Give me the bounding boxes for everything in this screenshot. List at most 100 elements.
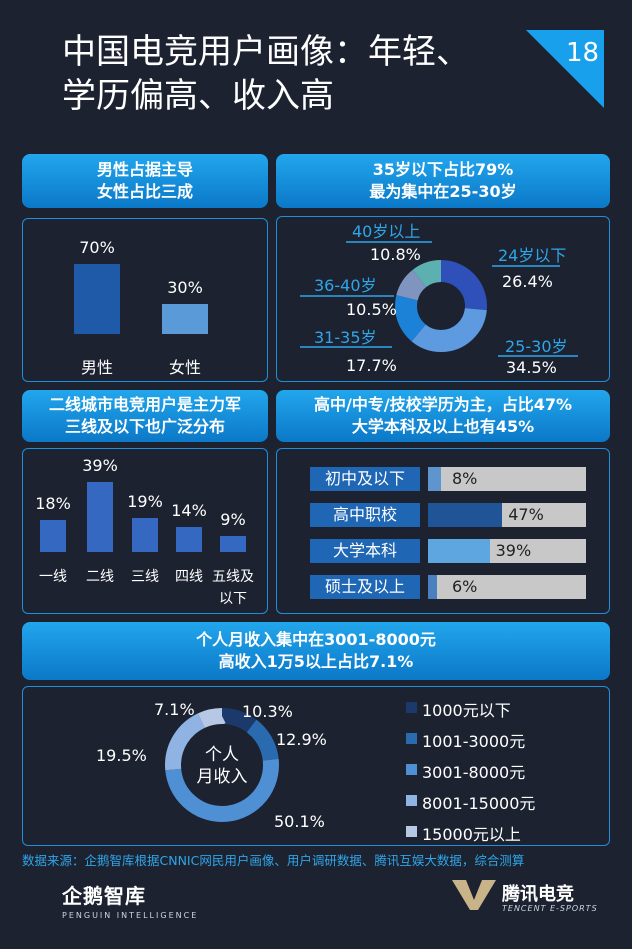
age-value-label-3: 10.5%: [346, 300, 397, 319]
tencent-esports-mark-icon: [452, 880, 496, 910]
education-bar-track-1: 47%: [428, 503, 586, 527]
city-bar-2: [132, 517, 158, 552]
income-value-label-3: 19.5%: [96, 746, 147, 765]
city-category-label-2-0: 三线: [131, 569, 159, 585]
education-banner: 高中/中专/技校学历为主，占比47% 大学本科及以上也有45%: [276, 390, 610, 442]
city-category-label-0-0: 一线: [39, 569, 67, 585]
income-slice-2: [165, 708, 279, 822]
gender-category-label-1: 女性: [168, 358, 201, 377]
age-value-label-0: 26.4%: [502, 272, 553, 291]
income-value-label-4: 7.1%: [154, 700, 195, 719]
logo-left-cn: 企鹅智库: [62, 884, 146, 908]
city-category-label-3-0: 四线: [175, 569, 203, 585]
city-bar-4: [220, 535, 246, 552]
gender-value-label-0: 70%: [79, 238, 115, 257]
education-category-label-0: 初中及以下: [310, 467, 420, 491]
city-banner: 二线城市电竞用户是主力军 三线及以下也广泛分布: [22, 390, 268, 442]
education-bar-0: [428, 467, 441, 491]
education-value-label-3: 6%: [452, 577, 478, 596]
city-banner-line-1: 二线城市电竞用户是主力军: [48, 395, 241, 414]
education-value-label-2: 39%: [495, 541, 532, 560]
gender-bar-0: [74, 264, 120, 334]
age-slice-1: [395, 260, 487, 352]
income-center-label: 个人 月收入: [170, 744, 274, 788]
education-category-label-1: 高中职校: [310, 503, 420, 527]
data-source-note: 数据来源：企鹅智库根据CNNIC网民用户画像、用户调研数据、腾讯互娱大数据，综合…: [22, 853, 525, 868]
education-bar-track-2: 39%: [428, 539, 586, 563]
age-category-label-1: 25-30岁: [505, 337, 568, 356]
age-category-label-0: 24岁以下: [498, 246, 567, 265]
title-line-1: 中国电竞用户画像：年轻、: [62, 32, 470, 72]
gender-value-label-1: 30%: [167, 278, 203, 297]
education-banner-line-2: 大学本科及以上也有45%: [351, 417, 535, 436]
age-category-label-3: 36-40岁: [314, 276, 377, 295]
gender-bar-1: [162, 304, 208, 334]
city-value-label-3: 14%: [171, 500, 207, 520]
education-bar-3: [428, 575, 438, 599]
education-bar-2: [428, 539, 490, 563]
age-category-label-4: 40岁以上: [352, 222, 421, 241]
city-category-label-4-1: 以下: [219, 591, 247, 607]
page-number: 18: [566, 38, 600, 68]
income-legend-swatch-0: [406, 702, 417, 713]
education-banner-line-1: 高中/中专/技校学历为主，占比47%: [314, 395, 572, 414]
age-chart-panel: [276, 216, 610, 382]
income-center-line-1: 个人: [205, 745, 239, 765]
city-bar-1: [87, 482, 113, 552]
income-slice-3: [165, 708, 279, 822]
logo-right-cn: 腾讯电竞: [502, 884, 574, 905]
logo-right-en: TENCENT E-SPORTS: [502, 904, 598, 913]
age-slice-4: [395, 260, 487, 352]
age-value-label-1: 34.5%: [506, 358, 557, 377]
city-category-label-4-0: 五线及: [212, 569, 254, 585]
city-chart-panel: [22, 448, 268, 614]
income-legend-label-3: 8001-15000元: [422, 794, 536, 813]
age-banner-line-2: 最为集中在25-30岁: [369, 182, 517, 201]
age-banner: 35岁以下占比79% 最为集中在25-30岁: [276, 154, 610, 208]
gender-chart-panel: [22, 218, 268, 382]
income-banner-line-2: 高收入1万5以上占比7.1%: [218, 652, 414, 671]
gender-category-label-0: 男性: [80, 358, 113, 377]
city-bar-3: [176, 526, 202, 552]
income-legend-swatch-4: [406, 826, 417, 837]
education-bar-track-3: 6%: [428, 575, 586, 599]
page-number-corner: [526, 30, 604, 108]
age-category-label-2: 31-35岁: [314, 328, 377, 347]
income-value-label-0: 10.3%: [242, 702, 293, 721]
gender-banner-line-2: 女性占比三成: [96, 182, 193, 201]
income-legend-swatch-3: [406, 795, 417, 806]
income-legend-label-2: 3001-8000元: [422, 763, 526, 782]
education-bar-1: [428, 503, 503, 527]
education-value-label-1: 47%: [508, 505, 544, 524]
education-category-label-3: 硕士及以上: [310, 575, 420, 599]
age-value-label-2: 17.7%: [346, 356, 397, 375]
education-bar-track-0: 8%: [428, 467, 586, 491]
age-slice-2: [395, 260, 487, 352]
income-banner-line-1: 个人月收入集中在3001-8000元: [196, 630, 436, 649]
city-category-label-1-0: 二线: [86, 569, 114, 585]
gender-banner-line-1: 男性占据主导: [96, 160, 193, 179]
income-value-label-2: 50.1%: [274, 812, 325, 831]
age-banner-line-1: 35岁以下占比79%: [372, 160, 514, 179]
income-legend-label-1: 1001-3000元: [422, 732, 526, 751]
income-value-label-1: 12.9%: [276, 730, 327, 749]
income-banner: 个人月收入集中在3001-8000元 高收入1万5以上占比7.1%: [22, 622, 610, 680]
income-legend-swatch-1: [406, 733, 417, 744]
income-slice-4: [165, 708, 279, 822]
city-banner-line-2: 三线及以下也广泛分布: [64, 417, 225, 436]
income-center-line-2: 月收入: [196, 767, 248, 787]
page-title: 中国电竞用户画像：年轻、 学历偏高、收入高: [62, 30, 502, 118]
income-legend-label-4: 15000元以上: [422, 825, 521, 844]
gender-banner: 男性占据主导 女性占比三成: [22, 154, 268, 208]
income-legend-swatch-2: [406, 764, 417, 775]
city-value-label-4: 9%: [220, 509, 246, 529]
age-value-label-4: 10.8%: [370, 245, 421, 264]
city-value-label-2: 19%: [127, 491, 163, 511]
title-line-2: 学历偏高、收入高: [62, 76, 334, 116]
logo-left-en: PENGUIN INTELLIGENCE: [62, 911, 199, 920]
education-value-label-0: 8%: [452, 469, 478, 488]
income-legend-label-0: 1000元以下: [422, 701, 511, 720]
city-value-label-0: 18%: [35, 493, 71, 513]
